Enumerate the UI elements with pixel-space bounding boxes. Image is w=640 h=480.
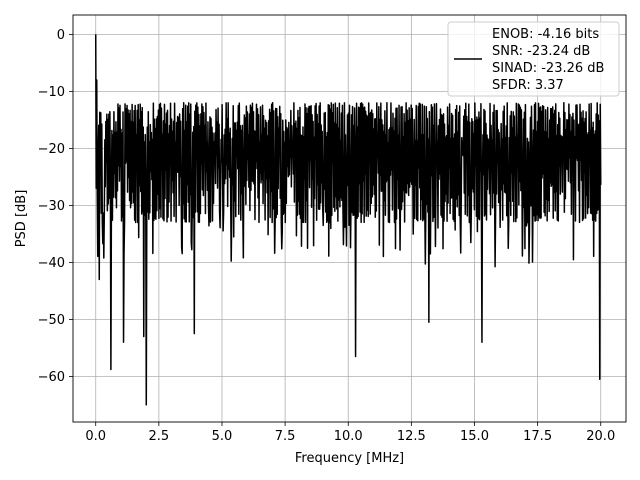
legend-entry-sfdr: SFDR: 3.37 xyxy=(492,78,564,93)
y-tick-label: −20 xyxy=(38,142,65,157)
x-tick-label: 5.0 xyxy=(212,429,233,444)
y-axis-ticks: 0 −10 −20 −30 −40 −50 −60 xyxy=(38,28,73,385)
legend-entry-snr: SNR: -23.24 dB xyxy=(492,44,590,59)
y-tick-label: −40 xyxy=(38,256,65,271)
x-axis-ticks: 0.0 2.5 5.0 7.5 10.0 12.5 15.0 17.5 20.0 xyxy=(85,422,615,444)
legend-box xyxy=(447,21,620,97)
series-layer xyxy=(94,34,602,406)
x-tick-label: 17.5 xyxy=(523,429,552,444)
y-tick-label: −10 xyxy=(38,85,65,100)
legend-entry-enob: ENOB: -4.16 bits xyxy=(492,27,599,42)
x-tick-label: 12.5 xyxy=(397,429,426,444)
psd-series-line xyxy=(94,34,602,406)
x-tick-label: 10.0 xyxy=(334,429,363,444)
legend: ENOB: -4.16 bits SNR: -23.24 dB SINAD: -… xyxy=(447,21,620,97)
y-tick-label: −30 xyxy=(38,199,65,214)
y-tick-label: −60 xyxy=(38,370,65,385)
y-axis-label: PSD [dB] xyxy=(14,190,29,248)
x-tick-label: 2.5 xyxy=(149,429,170,444)
x-tick-label: 7.5 xyxy=(275,429,296,444)
legend-entry-sinad: SINAD: -23.26 dB xyxy=(492,61,604,76)
y-tick-label: 0 xyxy=(57,28,65,43)
y-tick-label: −50 xyxy=(38,313,65,328)
x-tick-label: 0.0 xyxy=(85,429,106,444)
x-axis-label: Frequency [MHz] xyxy=(295,451,404,466)
x-tick-label: 20.0 xyxy=(586,429,615,444)
x-tick-label: 15.0 xyxy=(460,429,489,444)
plot-area-frame xyxy=(72,14,627,423)
